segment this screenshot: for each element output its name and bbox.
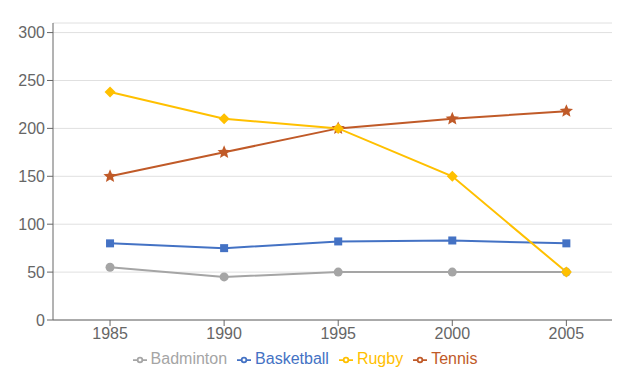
html-text:Tennis: Tennis [431, 350, 478, 367]
svg-text:250: 250 [18, 72, 45, 89]
html-text:Basketball: Basketball [255, 350, 329, 367]
svg-text:50: 50 [27, 264, 45, 281]
svg-text:2005: 2005 [549, 325, 585, 342]
svg-text:200: 200 [18, 120, 45, 137]
svg-text:0: 0 [36, 312, 45, 329]
svg-text:1985: 1985 [92, 325, 128, 342]
html-text:Rugby: Rugby [356, 350, 404, 367]
svg-text:1995: 1995 [320, 325, 356, 342]
svg-text:300: 300 [18, 24, 45, 41]
svg-text:2000: 2000 [434, 325, 470, 342]
svg-text:150: 150 [18, 168, 45, 185]
svg-text:100: 100 [18, 216, 45, 233]
svg-text:1990: 1990 [206, 325, 242, 342]
html-text:Badminton: Badminton [150, 350, 228, 367]
